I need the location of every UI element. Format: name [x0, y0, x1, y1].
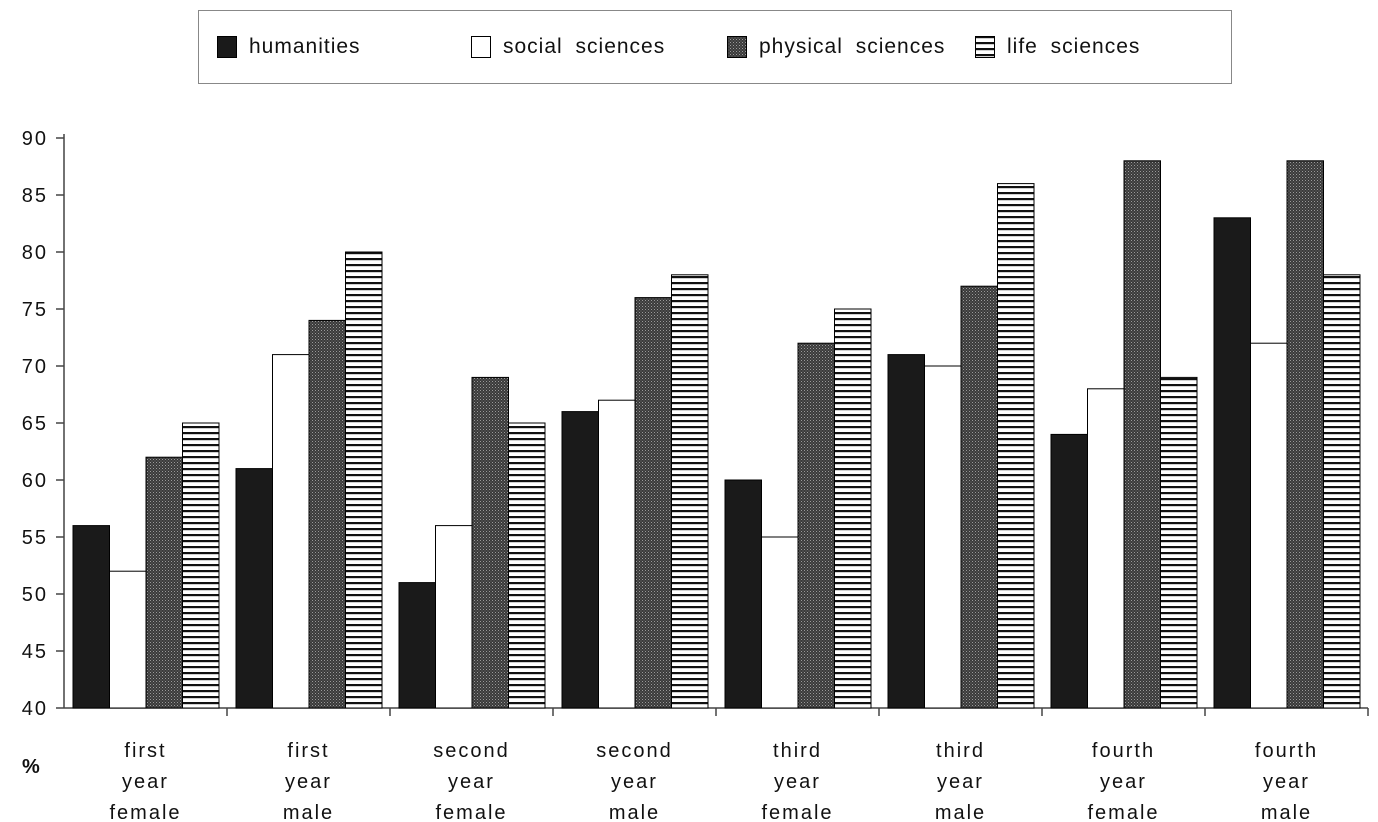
x-category-label: female: [1087, 802, 1159, 822]
bar-life-sciences-5: [834, 308, 872, 709]
y-tick-label: 50: [22, 584, 48, 606]
x-category-label: female: [435, 802, 507, 822]
bar-social-sciences-5: [761, 536, 799, 709]
bar-physical-sciences-8: [1286, 160, 1324, 709]
x-category-label: year: [122, 771, 169, 793]
x-category-label: second: [433, 740, 510, 762]
x-category-label: female: [109, 802, 181, 822]
bar-life-sciences-6: [997, 183, 1035, 709]
x-category-label: third: [936, 740, 985, 762]
bar-life-sciences-1: [182, 422, 220, 709]
x-category-label: female: [761, 802, 833, 822]
y-axis-label: %: [22, 756, 40, 778]
legend-item-life-sciences: life sciences: [975, 35, 1140, 59]
x-category-label: year: [448, 771, 495, 793]
legend-label-humanities: humanities: [249, 35, 361, 58]
bar-life-sciences-2: [345, 251, 383, 709]
bar-life-sciences-4: [671, 274, 709, 709]
legend-label-physical-sciences: physical sciences: [759, 35, 946, 58]
bar-humanities-3: [398, 582, 436, 709]
x-category-label: fourth: [1092, 740, 1155, 762]
category-labels: first year female first year male second year fe…: [109, 740, 1318, 822]
y-tick-label: 80: [22, 242, 48, 264]
legend: humanities social sciences physical scie…: [198, 10, 1232, 84]
bar-social-sciences-3: [435, 525, 473, 709]
bar-social-sciences-4: [598, 399, 636, 709]
x-category-label: year: [611, 771, 658, 793]
bar-life-sciences-3: [508, 422, 546, 709]
y-tick-label: 90: [22, 128, 48, 150]
x-category-label: male: [609, 802, 660, 822]
x-category-label: year: [285, 771, 332, 793]
bar-life-sciences-8: [1323, 274, 1361, 709]
bar-physical-sciences-4: [634, 297, 672, 709]
x-category-label: year: [1263, 771, 1310, 793]
bar-humanities-1: [72, 525, 110, 709]
bar-humanities-6: [887, 354, 925, 709]
legend-swatch-social-sciences: [471, 36, 491, 58]
bar-humanities-2: [235, 468, 273, 709]
bar-physical-sciences-7: [1123, 160, 1161, 709]
bar-social-sciences-6: [924, 365, 962, 709]
y-tick-label: 40: [22, 698, 48, 720]
bar-physical-sciences-6: [960, 285, 998, 709]
y-tick-label: 85: [22, 185, 48, 207]
x-category-label: second: [596, 740, 673, 762]
y-tick-label: 65: [22, 413, 48, 435]
bar-physical-sciences-2: [308, 319, 346, 709]
legend-swatch-life-sciences: [975, 36, 995, 58]
y-tick-label: 75: [22, 299, 48, 321]
legend-label-social-sciences: social sciences: [503, 35, 666, 58]
legend-item-physical-sciences: physical sciences: [727, 35, 945, 59]
x-category-label: year: [1100, 771, 1147, 793]
x-category-label: male: [1261, 802, 1312, 822]
x-category-label: year: [937, 771, 984, 793]
bar-humanities-4: [561, 411, 599, 709]
bar-social-sciences-2: [272, 354, 310, 709]
y-tick-label: 70: [22, 356, 48, 378]
legend-swatch-physical-sciences: [727, 36, 747, 58]
y-tick-label: 60: [22, 470, 48, 492]
y-tick-label: 55: [22, 527, 48, 549]
x-category-label: first: [287, 740, 329, 762]
x-category-label: year: [774, 771, 821, 793]
y-tick-label: 45: [22, 641, 48, 663]
x-category-label: fourth: [1255, 740, 1318, 762]
x-category-label: male: [283, 802, 334, 822]
legend-label-life-sciences: life sciences: [1007, 35, 1141, 58]
legend-item-humanities: humanities: [217, 35, 361, 59]
bar-humanities-7: [1050, 433, 1088, 709]
bar-humanities-8: [1213, 217, 1251, 709]
legend-item-social-sciences: social sciences: [471, 35, 665, 59]
bar-social-sciences-8: [1250, 342, 1288, 709]
x-category-label: third: [773, 740, 822, 762]
bar-social-sciences-7: [1087, 388, 1125, 709]
bar-life-sciences-7: [1160, 376, 1198, 709]
bar-physical-sciences-3: [471, 376, 509, 709]
bar-physical-sciences-1: [145, 456, 183, 709]
bar-social-sciences-1: [109, 570, 147, 709]
bar-physical-sciences-5: [797, 342, 835, 709]
x-category-label: first: [124, 740, 166, 762]
legend-swatch-humanities: [217, 36, 237, 58]
bars: [72, 160, 1361, 709]
bar-humanities-5: [724, 479, 762, 709]
x-category-label: male: [935, 802, 986, 822]
